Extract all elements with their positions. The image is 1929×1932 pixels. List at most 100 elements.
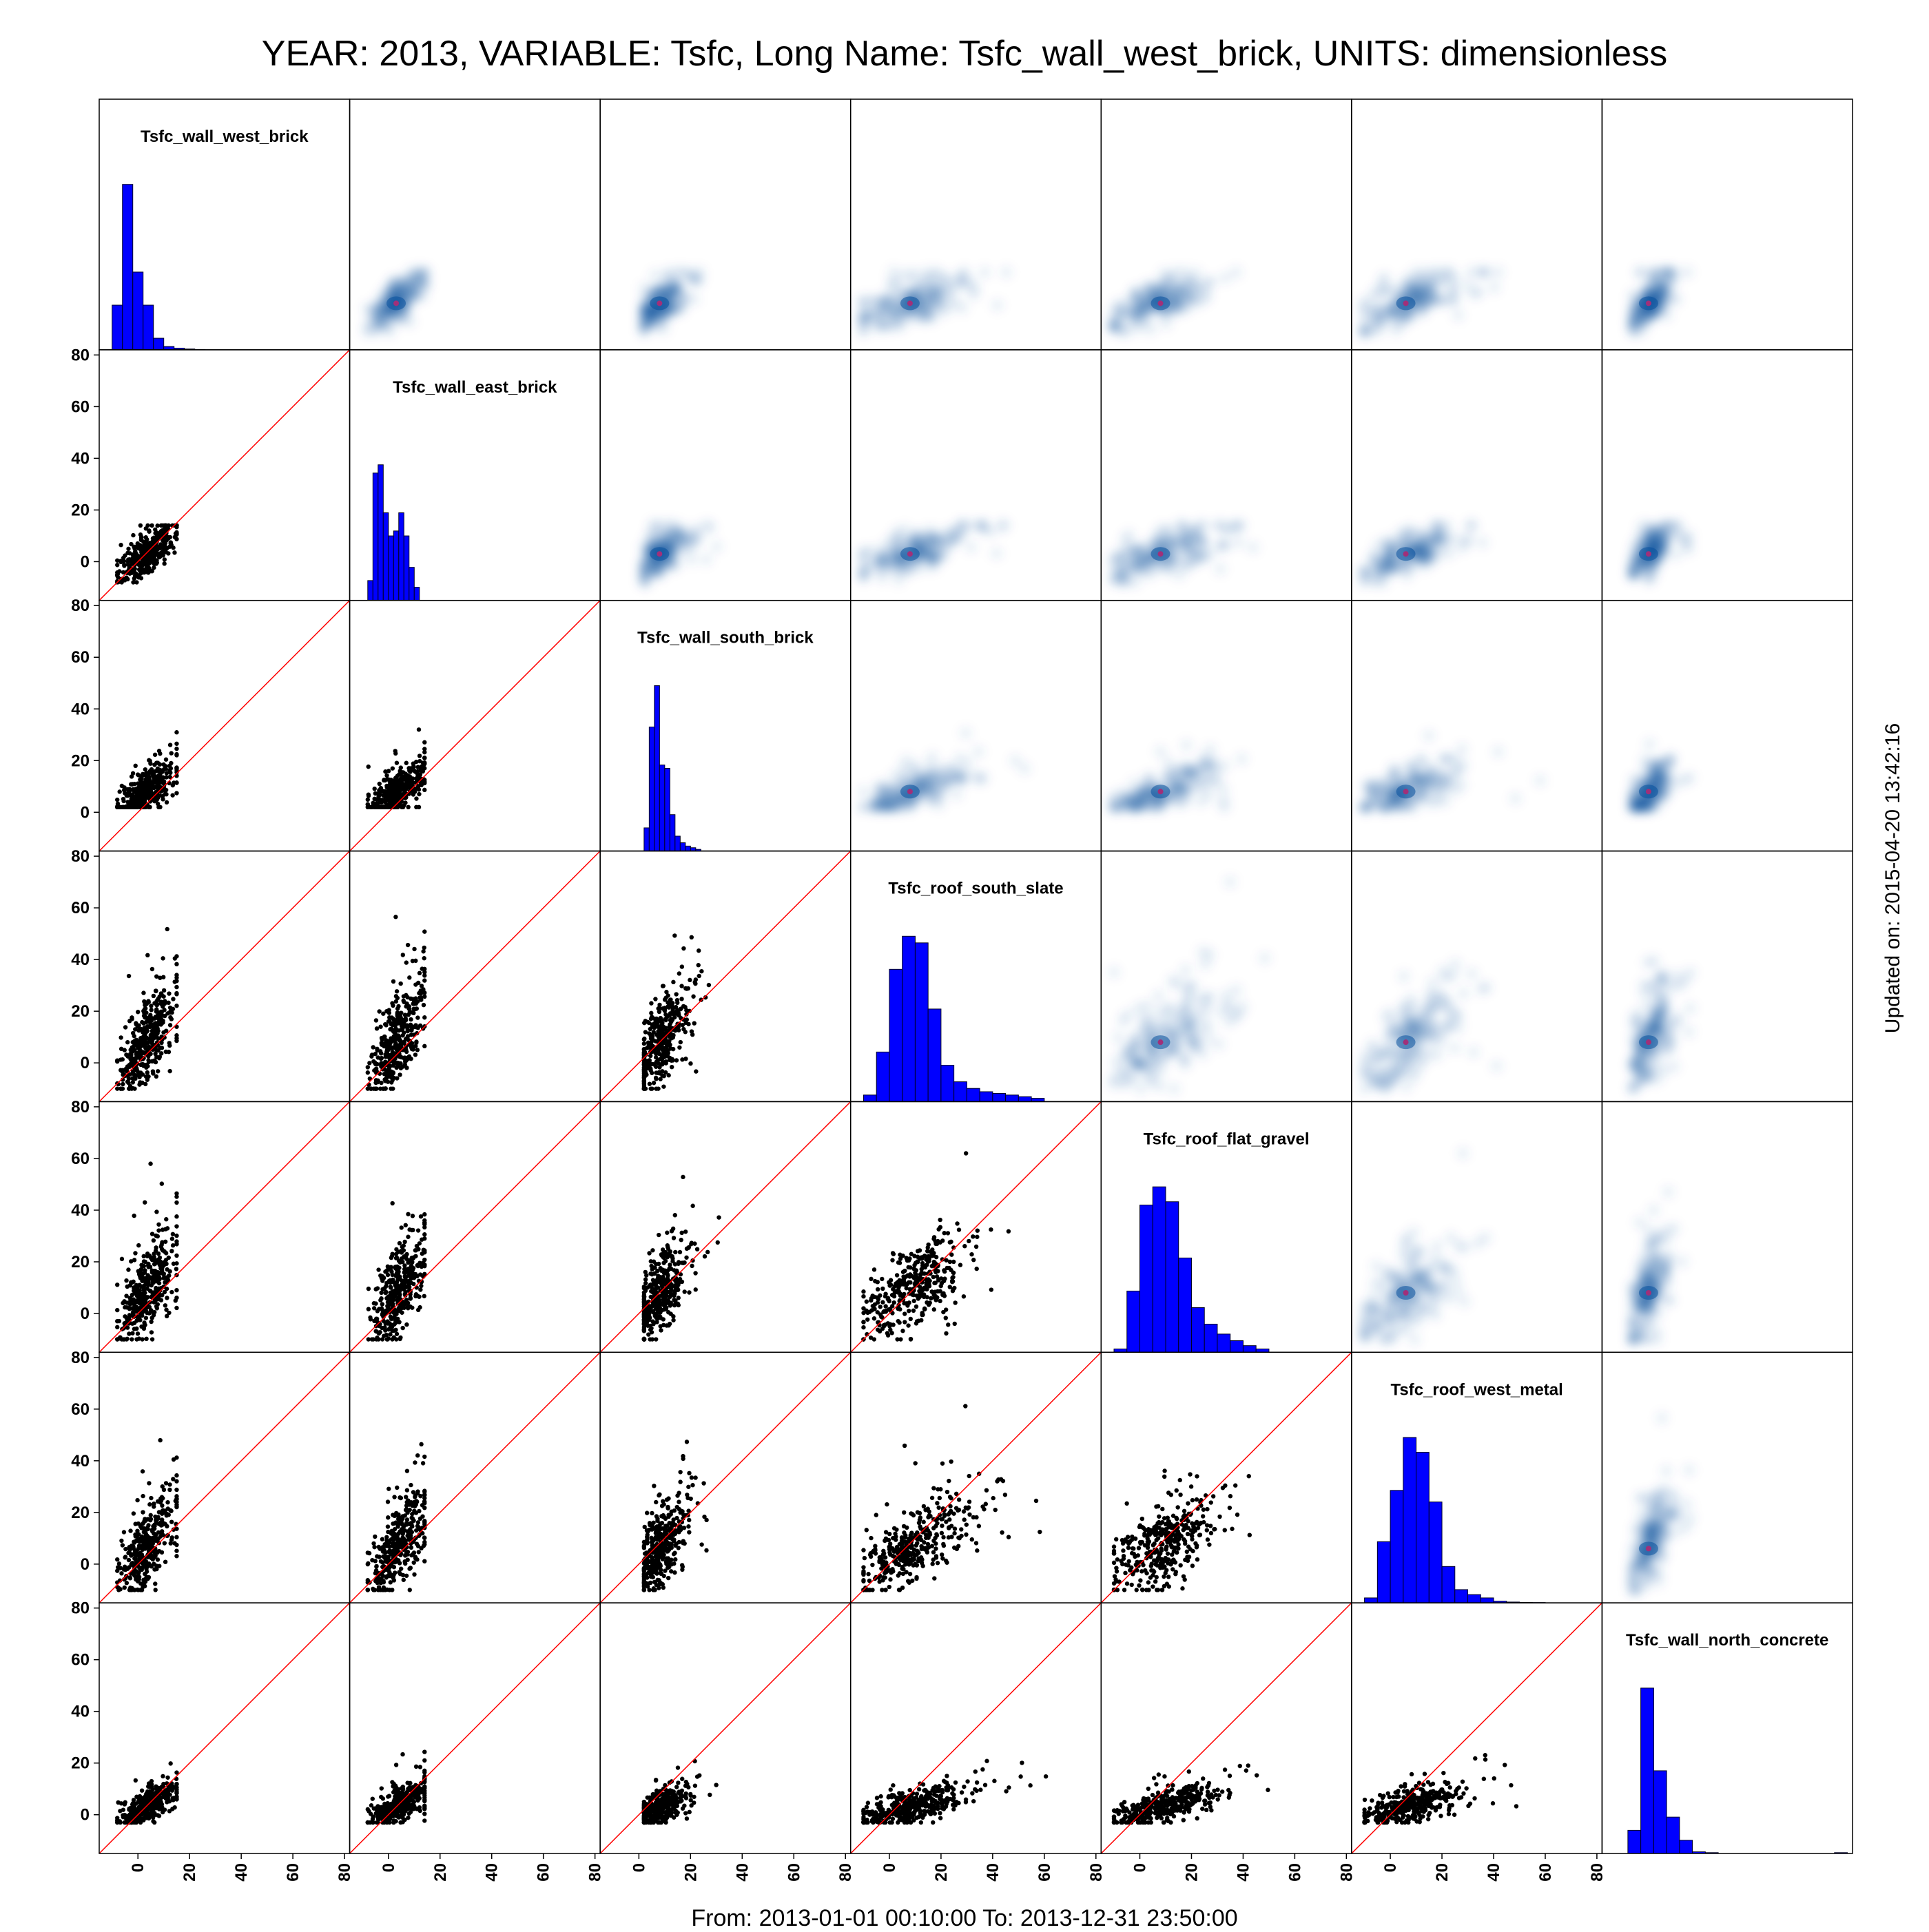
scatter-point	[393, 749, 398, 753]
density-blob	[950, 788, 962, 800]
histogram-bar	[143, 305, 154, 350]
scatter-point	[643, 1050, 647, 1055]
density-blob	[394, 285, 406, 298]
panel-1-5	[1359, 519, 1489, 589]
scatter-point	[398, 772, 402, 776]
scatter-point	[165, 927, 169, 931]
density-cloud	[638, 266, 705, 337]
density-blob	[1359, 801, 1371, 813]
scatter-point	[649, 1011, 653, 1015]
density-blob	[857, 801, 869, 813]
scatter-point	[151, 771, 155, 776]
density-blob	[683, 267, 696, 279]
scatter-point	[398, 787, 402, 791]
scatter-point	[174, 752, 178, 756]
scatter-point	[697, 963, 701, 967]
scatter-point	[680, 1057, 684, 1061]
scatter-point	[384, 1072, 389, 1076]
scatter-point	[406, 943, 410, 947]
scatter-point	[118, 543, 123, 547]
density-blob	[972, 745, 984, 758]
diagonal-label: Tsfc_roof_south_slate	[888, 880, 1063, 898]
density-blob	[1009, 754, 1022, 767]
scatter-point	[168, 742, 172, 747]
scatter-point	[406, 805, 410, 809]
scatter-point	[136, 546, 141, 550]
density-blob	[1197, 946, 1209, 958]
panel-1-4	[1108, 519, 1259, 589]
density-blob	[639, 282, 651, 294]
scatter-point	[411, 764, 415, 768]
scatter-point	[169, 540, 173, 544]
scatter-point	[398, 796, 402, 800]
scatter-point	[145, 1001, 149, 1006]
density-blob	[926, 771, 938, 784]
scatter-point	[377, 1009, 381, 1013]
panel-border	[1352, 601, 1602, 851]
scatter-point	[666, 1054, 670, 1058]
scatter-point	[122, 559, 126, 563]
scatter-point	[174, 962, 178, 966]
density-blob	[1131, 285, 1144, 298]
scatter-point	[413, 1025, 417, 1029]
histogram-bar	[659, 765, 664, 851]
density-blob	[1381, 557, 1393, 570]
scatter-point	[398, 1072, 402, 1077]
scatter-point	[681, 1027, 685, 1031]
scatter-point	[417, 991, 421, 995]
scatter-point	[138, 523, 143, 528]
density-blob	[1193, 546, 1206, 558]
density-blob	[1130, 1057, 1142, 1069]
scatter-point	[159, 523, 163, 528]
density-blob	[876, 784, 889, 796]
scatter-point	[654, 1018, 658, 1022]
reference-line	[350, 601, 601, 851]
scatter-point	[149, 1004, 153, 1008]
panel-0-6	[1627, 266, 1693, 337]
scatter-point	[168, 1023, 172, 1027]
histogram-bar	[123, 185, 133, 350]
scatter-point	[417, 971, 422, 975]
scatter-point	[649, 1037, 653, 1041]
density-blob	[1465, 519, 1478, 532]
scatter-point	[380, 1037, 384, 1041]
scatter-point	[422, 788, 426, 792]
density-peak	[1157, 551, 1163, 557]
density-blob	[914, 561, 927, 574]
scatter-point	[145, 523, 149, 528]
density-peak	[657, 300, 662, 306]
density-blob	[647, 529, 659, 541]
density-blob	[1416, 778, 1428, 791]
scatter-point	[141, 1063, 145, 1068]
density-blob	[1218, 760, 1230, 772]
scatter-point	[375, 1047, 379, 1051]
scatter-point	[174, 1039, 178, 1043]
histogram-bar	[980, 1092, 993, 1101]
scatter-point	[670, 1008, 674, 1012]
density-blob	[1197, 1019, 1209, 1032]
scatter-point	[668, 997, 672, 1001]
panel-3-2	[600, 851, 851, 1102]
scatter-point	[139, 802, 143, 807]
scatter-point	[422, 740, 426, 745]
density-blob	[1180, 739, 1193, 751]
scatter-point	[417, 805, 421, 809]
scatter-point	[398, 981, 402, 986]
scatter-point	[153, 753, 157, 757]
density-blob	[1370, 304, 1382, 316]
density-blob	[1383, 284, 1396, 296]
scatter-point	[157, 1019, 161, 1024]
histogram-bar	[680, 843, 685, 851]
histogram-bar	[915, 943, 928, 1102]
density-blob	[1423, 729, 1435, 742]
scatter-point	[123, 577, 127, 581]
scatter-point	[145, 790, 149, 794]
density-blob	[1184, 992, 1197, 1004]
scatter-point	[690, 1032, 694, 1037]
scatter-point	[131, 533, 135, 537]
scatter-point	[125, 1055, 130, 1059]
scatter-point	[653, 997, 657, 1001]
scatter-point	[171, 546, 175, 550]
scatter-point	[409, 1032, 413, 1037]
scatter-point	[374, 1066, 378, 1070]
